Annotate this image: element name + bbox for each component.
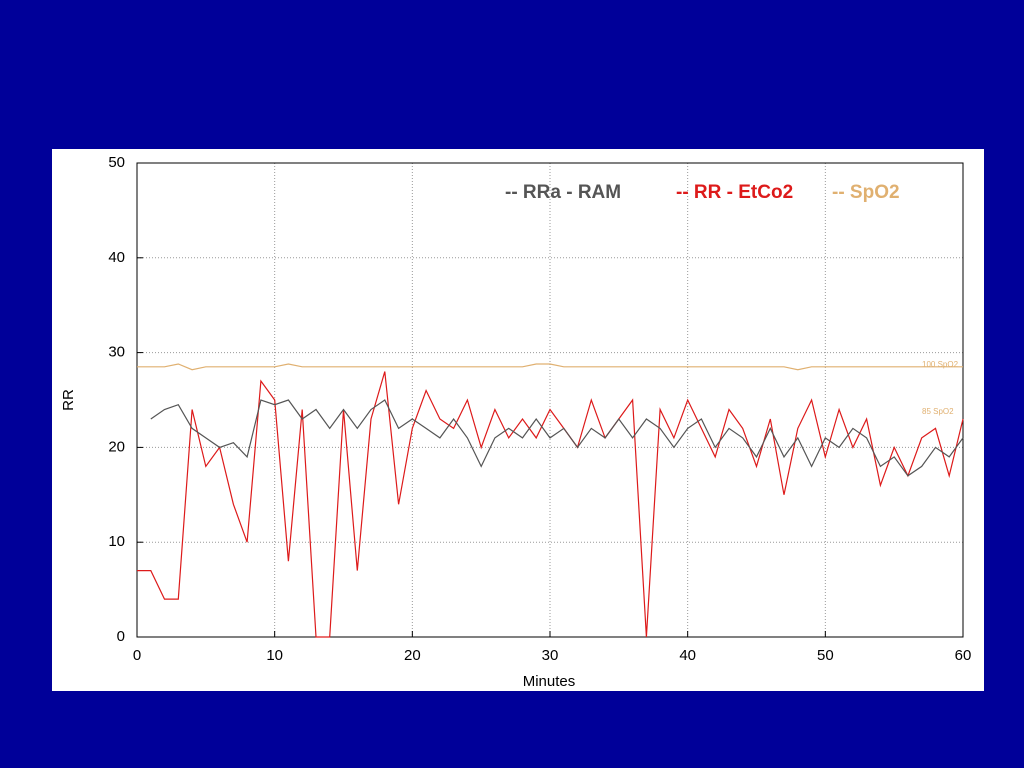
- x-tick-label: 50: [817, 647, 834, 664]
- y-tick-label: 10: [108, 533, 125, 550]
- legend-entry: -- RRa - RAM: [505, 182, 621, 203]
- series-line: [150, 399, 964, 477]
- x-tick-label: 30: [542, 647, 559, 664]
- x-tick-label: 20: [404, 647, 421, 664]
- y-tick-label: 30: [108, 344, 125, 361]
- y-tick-label: 50: [108, 154, 125, 171]
- x-tick-label: 40: [679, 647, 696, 664]
- x-tick-label: 0: [133, 647, 141, 664]
- x-axis-label: Minutes: [523, 673, 576, 690]
- series-line: [137, 363, 963, 371]
- x-tick-label: 10: [266, 647, 283, 664]
- legend-entry: -- SpO2: [832, 182, 900, 203]
- y-tick-label: 0: [117, 628, 125, 645]
- series-line: [137, 371, 964, 638]
- x-tick-label: 60: [955, 647, 972, 664]
- annotation: 100 SpO2: [922, 360, 959, 369]
- y-tick-label: 20: [108, 438, 125, 455]
- annotation: 85 SpO2: [922, 407, 954, 416]
- y-tick-label: 40: [108, 249, 125, 266]
- y-axis-label: RR: [60, 389, 77, 411]
- chart-panel: [52, 149, 984, 691]
- plot-frame: [136, 162, 964, 638]
- legend-entry: -- RR - EtCo2: [676, 182, 793, 203]
